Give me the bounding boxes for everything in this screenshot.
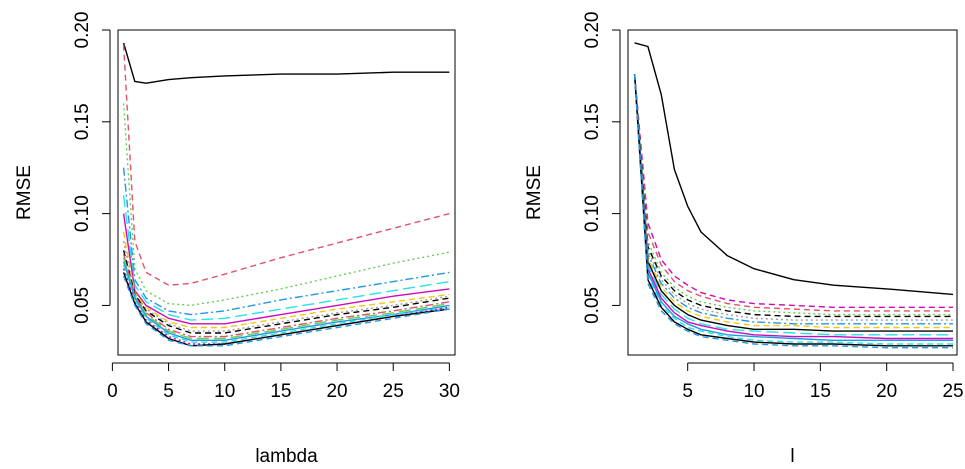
series-line-9 — [633, 74, 953, 332]
x-tick-label: 5 — [682, 381, 693, 402]
series-line-9 — [122, 250, 450, 334]
x-tick-label: 20 — [876, 381, 897, 402]
y-tick-label: 0.15 — [582, 103, 603, 140]
series-line-6 — [633, 74, 953, 321]
x-tick-label: 0 — [107, 381, 118, 402]
series-line-16 — [122, 275, 450, 347]
series-line-4 — [122, 167, 450, 316]
y-tick-label: 0.20 — [72, 12, 93, 49]
y-tick-label: 0.10 — [72, 195, 93, 232]
plot-frame-lambda — [117, 29, 456, 356]
series-line-8 — [633, 74, 953, 329]
series-line-15 — [122, 272, 450, 347]
y-tick-label: 0.05 — [72, 287, 93, 324]
x-axis-title: l — [790, 446, 794, 467]
series-line-12 — [633, 74, 953, 341]
x-tick-label: 5 — [163, 381, 174, 402]
y-tick-label: 0.05 — [582, 287, 603, 324]
left-panel: 0 5 10 15 20 25 30 0.05 0.10 0.15 0.20 lambda RMSE — [14, 12, 460, 467]
series-line-7 — [122, 231, 450, 329]
y-tick-label: 0.10 — [582, 195, 603, 232]
plot-frame-l — [627, 29, 958, 356]
y-axis-title: RMSE — [14, 165, 35, 220]
series-line-13 — [122, 264, 450, 343]
series-line-1 — [122, 42, 450, 84]
series-line-10 — [633, 74, 953, 336]
right-panel: 5 10 15 20 25 0.05 0.10 0.15 0.20 l RMSE — [524, 12, 964, 467]
x-tick-label: 25 — [942, 381, 963, 402]
series-line-5 — [122, 195, 450, 321]
series-line-2 — [122, 44, 450, 286]
series-line-4 — [633, 74, 953, 316]
x-tick-label: 15 — [810, 381, 831, 402]
series-line-6 — [122, 213, 450, 325]
series-line-1 — [634, 42, 954, 296]
series-line-13 — [633, 74, 953, 345]
series-line-11 — [633, 74, 953, 340]
x-tick-label: 30 — [439, 381, 460, 402]
x-tick-label: 15 — [270, 381, 291, 402]
y-axis-title: RMSE — [524, 165, 545, 220]
series-line-12 — [122, 261, 450, 341]
x-tick-label: 20 — [326, 381, 347, 402]
series-line-14 — [633, 74, 953, 347]
x-tick-label: 10 — [214, 381, 235, 402]
x-tick-label: 10 — [743, 381, 764, 402]
series-line-2 — [633, 74, 953, 308]
series-line-3 — [122, 103, 450, 307]
series-group-l — [633, 42, 954, 349]
series-group-lambda — [122, 42, 450, 347]
series-line-7 — [633, 74, 953, 325]
series-line-11 — [122, 257, 450, 340]
series-line-10 — [122, 253, 450, 338]
series-line-14 — [122, 268, 450, 345]
x-axis-title: lambda — [255, 446, 318, 467]
series-line-15 — [633, 74, 953, 349]
x-tick-label: 25 — [383, 381, 404, 402]
y-tick-label: 0.15 — [72, 103, 93, 140]
y-tick-label: 0.20 — [582, 12, 603, 49]
series-line-8 — [122, 241, 450, 332]
